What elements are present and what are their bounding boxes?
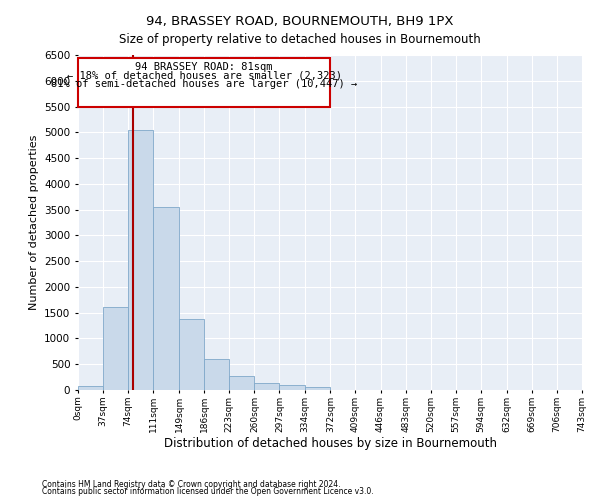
Text: 94 BRASSEY ROAD: 81sqm: 94 BRASSEY ROAD: 81sqm: [136, 62, 273, 72]
Text: 81% of semi-detached houses are larger (10,447) →: 81% of semi-detached houses are larger (…: [51, 79, 357, 89]
Bar: [305, 388, 331, 390]
X-axis label: Distribution of detached houses by size in Bournemouth: Distribution of detached houses by size …: [163, 438, 497, 450]
Bar: [79, 58, 331, 106]
Bar: [204, 359, 229, 390]
Bar: [103, 306, 128, 390]
Text: Contains HM Land Registry data © Crown copyright and database right 2024.: Contains HM Land Registry data © Crown c…: [42, 480, 341, 489]
Bar: [280, 385, 305, 390]
Bar: [78, 386, 103, 390]
Bar: [229, 376, 254, 390]
Bar: [179, 319, 204, 390]
Bar: [254, 384, 280, 390]
Text: 94, BRASSEY ROAD, BOURNEMOUTH, BH9 1PX: 94, BRASSEY ROAD, BOURNEMOUTH, BH9 1PX: [146, 15, 454, 28]
Y-axis label: Number of detached properties: Number of detached properties: [29, 135, 38, 310]
Bar: [153, 207, 179, 390]
Text: ← 18% of detached houses are smaller (2,323): ← 18% of detached houses are smaller (2,…: [67, 70, 341, 81]
Bar: [128, 130, 153, 390]
Text: Contains public sector information licensed under the Open Government Licence v3: Contains public sector information licen…: [42, 488, 374, 496]
Text: Size of property relative to detached houses in Bournemouth: Size of property relative to detached ho…: [119, 32, 481, 46]
